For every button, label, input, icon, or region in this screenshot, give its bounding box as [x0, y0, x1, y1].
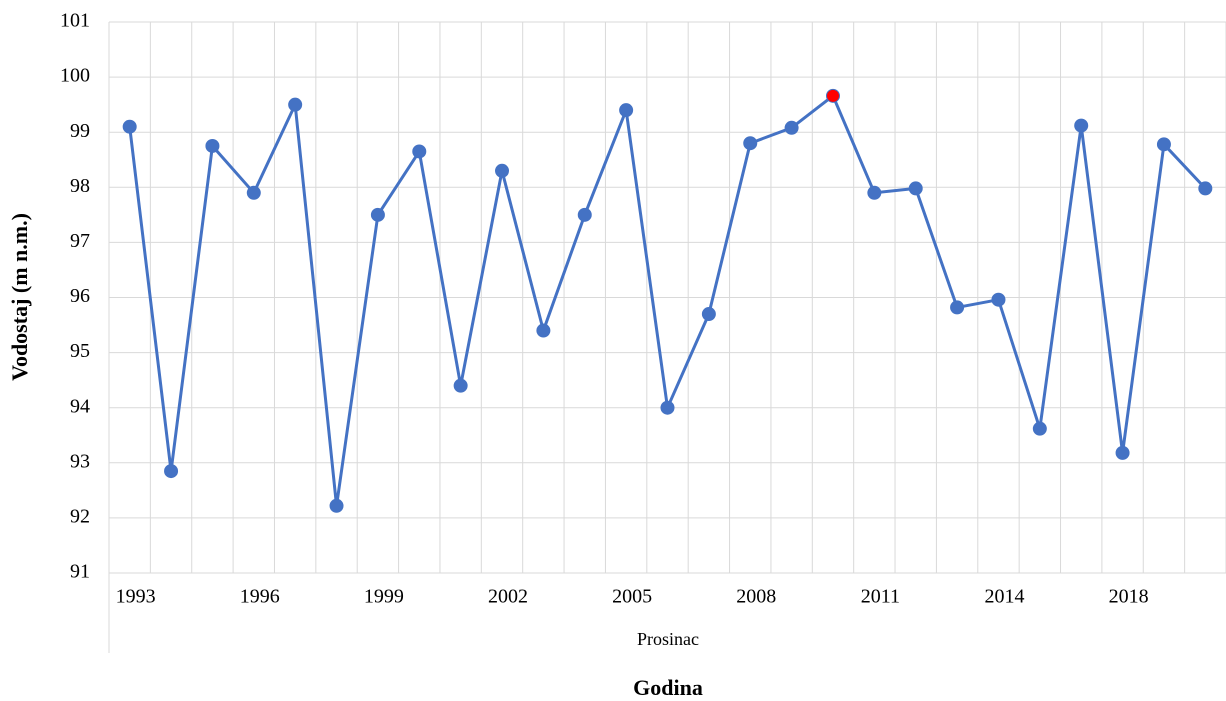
y-tick-label: 93: [70, 450, 90, 472]
point: [536, 323, 551, 338]
point: [329, 498, 344, 513]
point: [660, 400, 675, 415]
point: [1156, 137, 1171, 152]
point: [950, 300, 965, 315]
point: [784, 120, 799, 135]
x-tick-label: 1996: [240, 586, 280, 608]
x-axis-title: Godina: [633, 675, 703, 700]
point: [743, 136, 758, 151]
x-tick-label: 2005: [612, 586, 652, 608]
point: [453, 378, 468, 393]
point: [619, 103, 634, 118]
x-group-label: Prosinac: [637, 629, 699, 649]
y-tick-label: 98: [70, 175, 90, 197]
point: [412, 144, 427, 159]
y-tick-label: 94: [70, 395, 90, 417]
x-tick-label: 2011: [861, 586, 900, 608]
point: [164, 464, 179, 479]
point: [370, 207, 385, 222]
point: [867, 185, 882, 200]
y-axis-title: Vodostaj (m n.m.): [7, 213, 32, 381]
point: [701, 307, 716, 322]
y-tick-label: 101: [60, 10, 90, 32]
x-tick-label: 2008: [736, 586, 776, 608]
x-tick-label: 2014: [984, 586, 1024, 608]
y-tick-label: 96: [70, 285, 90, 307]
point: [205, 138, 220, 153]
x-tick-label: 2002: [488, 586, 528, 608]
point: [122, 119, 137, 134]
point: [246, 185, 261, 200]
y-tick-label: 92: [70, 505, 90, 527]
point: [1115, 445, 1130, 460]
x-tick-label: 2018: [1109, 586, 1149, 608]
y-tick-label: 100: [60, 65, 90, 87]
line: [128, 94, 1207, 508]
point: [288, 97, 303, 112]
point: [1198, 181, 1213, 196]
y-tick-label: 99: [70, 120, 90, 142]
point: [495, 163, 510, 178]
point: [577, 207, 592, 222]
point: [908, 181, 923, 196]
point: [1074, 118, 1089, 133]
x-tick-label: 1993: [116, 586, 156, 608]
y-tick-label: 91: [70, 561, 90, 583]
x-tick-label: 1999: [364, 586, 404, 608]
y-tick-label: 95: [70, 340, 90, 362]
point: [825, 88, 840, 103]
y-tick-label: 97: [70, 230, 90, 252]
point: [991, 292, 1006, 307]
point: [1032, 421, 1047, 436]
